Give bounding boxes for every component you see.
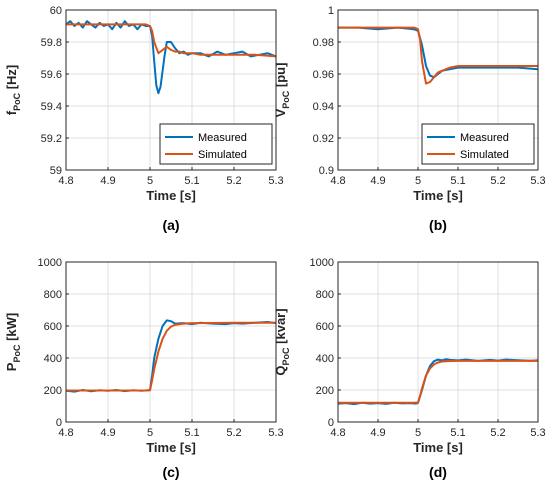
x-tick-label: 5.1 [184,175,199,187]
x-tick-label: 4.9 [100,175,115,187]
y-tick-label: 0 [56,417,62,429]
y-tick-label: 600 [316,321,334,333]
y-tick-label: 0 [328,417,334,429]
y-axis-label-main: Q [273,365,288,375]
y-axis-label: fPoC [Hz] [4,65,22,116]
legend-label-simulated: Simulated [198,149,247,161]
y-tick-label: 800 [316,289,334,301]
panel-label: (b) [429,217,447,233]
x-axis-label: Time [s] [146,440,196,455]
y-tick-label: 200 [316,385,334,397]
x-tick-label: 5.2 [490,175,505,187]
y-tick-label: 0.96 [313,69,334,81]
y-tick-label: 1000 [310,257,334,269]
x-tick-label: 5 [415,427,421,439]
x-tick-label: 5.1 [450,427,465,439]
y-tick-label: 60 [50,5,62,17]
y-tick-label: 800 [44,289,62,301]
y-tick-label: 59.8 [41,37,62,49]
x-tick-label: 4.9 [370,427,385,439]
x-tick-label: 5.3 [268,175,283,187]
legend-box [159,123,273,165]
series-line-measured [66,20,276,95]
x-tick-label: 5.3 [530,175,545,187]
series-line-simulated [66,23,276,58]
chart-panel-c: 4.8 4.9 5 5.1 5.2 5.3 0 200 400 600 800 1000 Time [s… [4,257,284,480]
y-tick-label: 400 [316,353,334,365]
legend-box [421,123,535,165]
x-tick-label: 5 [147,175,153,187]
x-tick-label: 4.9 [370,175,385,187]
y-tick-label: 0.98 [313,37,334,49]
y-tick-label: 0.9 [319,165,334,177]
axes-box [337,261,539,423]
x-tick-label: 5.2 [490,427,505,439]
legend: Measured Simulated [421,123,535,165]
x-tick-label: 4.8 [330,427,345,439]
axes-box [337,9,539,171]
x-axis-label: Time [s] [413,440,463,455]
y-tick-label: 0.92 [313,133,334,145]
chart-panel-d: 4.8 4.9 5 5.1 5.2 5.3 0 200 400 600 800 1000 Time [s… [273,257,546,480]
y-axis-label-subscript: PoC [12,344,22,363]
y-tick-label: 59.2 [41,133,62,145]
y-axis-label-subscript: PoC [281,347,291,366]
x-tick-label: 5.2 [226,427,241,439]
legend-label-measured: Measured [460,132,509,144]
series-line-simulated [66,321,276,392]
y-axis-label: PPoC [kW] [4,313,22,371]
panel-label: (d) [429,464,447,480]
legend: Measured Simulated [159,123,273,165]
y-tick-label: 1000 [38,257,62,269]
legend-label-simulated: Simulated [460,149,509,161]
chart-panel-b: 4.8 4.9 5 5.1 5.2 5.3 0.9 0.92 0.94 0.96 0.98 1 Time… [273,5,546,233]
y-tick-label: 0.94 [313,101,334,113]
y-axis-label-main: f [4,110,19,115]
panel-label: (c) [162,464,179,480]
chart-panel-a: 4.8 4.9 5 5.1 5.2 5.3 59 59.2 59.4 59.6 59.8 60 Time… [4,5,284,233]
panel-label: (a) [162,217,179,233]
x-tick-label: 4.8 [58,427,73,439]
legend-label-measured: Measured [198,132,247,144]
y-tick-label: 59.6 [41,69,62,81]
y-axis-label-subscript: PoC [12,92,22,111]
series-line-simulated [338,26,538,85]
y-tick-label: 59 [50,165,62,177]
series-line-simulated [338,359,538,404]
y-axis-label-unit: [pu] [273,63,288,91]
x-tick-label: 5 [147,427,153,439]
x-axis-label: Time [s] [146,188,196,203]
axes-box [65,9,277,171]
axes-box [65,261,277,423]
x-axis-label: Time [s] [413,188,463,203]
x-tick-label: 5 [415,175,421,187]
x-tick-label: 4.8 [58,175,73,187]
x-tick-label: 4.8 [330,175,345,187]
y-axis-label-unit: [kW] [4,313,19,345]
y-axis-label-main: V [273,108,288,117]
x-tick-label: 5.1 [450,175,465,187]
y-axis-label-subscript: PoC [281,90,291,109]
y-tick-label: 200 [44,385,62,397]
x-tick-label: 5.3 [268,427,283,439]
plot-area [338,262,538,422]
y-tick-label: 400 [44,353,62,365]
y-axis-label-unit: [kvar] [273,308,288,347]
y-tick-label: 600 [44,321,62,333]
x-tick-label: 4.9 [100,427,115,439]
x-tick-label: 5.2 [226,175,241,187]
y-axis-label: QPoC [kvar] [273,308,291,375]
y-axis-label-main: P [4,362,19,371]
plot-area [66,262,276,422]
x-tick-label: 5.3 [530,427,545,439]
y-tick-label: 1 [328,5,334,17]
y-axis-label: VPoC [pu] [273,63,291,118]
y-axis-label-unit: [Hz] [4,65,19,93]
y-tick-label: 59.4 [41,101,62,113]
x-tick-label: 5.1 [184,427,199,439]
